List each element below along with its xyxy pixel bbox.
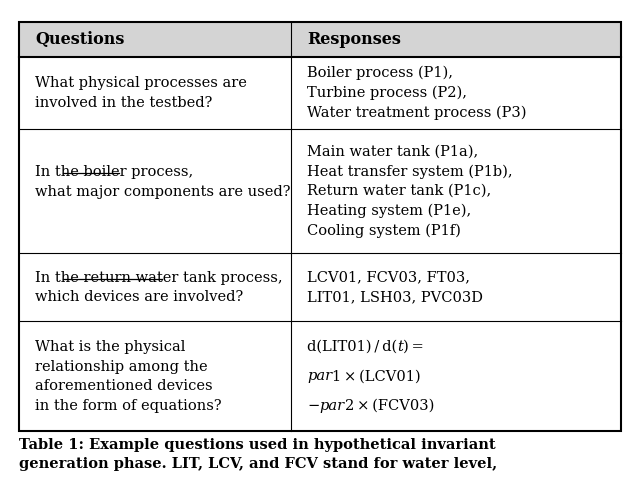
Text: Questions: Questions [35, 31, 125, 48]
Text: Main water tank (P1a),
Heat transfer system (P1b),
Return water tank (P1c),
Heat: Main water tank (P1a), Heat transfer sys… [307, 145, 513, 238]
Bar [19, 22, 621, 57]
Text: −: − [307, 399, 319, 413]
Text: generation phase. LIT, LCV, and FCV stand for water level,: generation phase. LIT, LCV, and FCV stan… [19, 457, 497, 471]
Text: What is the physical
relationship among the
aforementioned devices
in the form o: What is the physical relationship among … [35, 340, 222, 413]
Text: par: par [307, 369, 332, 383]
Text: What physical processes are
involved in the testbed?: What physical processes are involved in … [35, 76, 247, 110]
Text: Example questions used in hypothetical invariant: Example questions used in hypothetical i… [84, 438, 496, 452]
Text: d(LIT01) / d(: d(LIT01) / d( [307, 340, 397, 354]
Text: In the boiler process,
what major components are used?: In the boiler process, what major compon… [35, 165, 291, 199]
Text: Responses: Responses [307, 31, 401, 48]
Text: ) =: ) = [403, 340, 424, 354]
Text: par: par [319, 399, 344, 413]
Text: LCV01, FCV03, FT03,
LIT01, LSH03, PVC03D: LCV01, FCV03, FT03, LIT01, LSH03, PVC03D [307, 271, 483, 304]
Text: In the return water tank process,
which devices are involved?: In the return water tank process, which … [35, 271, 283, 304]
Text: Table 1:: Table 1: [19, 438, 84, 452]
Bar [19, 22, 621, 431]
Text: 2 × (FCV03): 2 × (FCV03) [344, 399, 434, 413]
Text: t: t [397, 340, 403, 354]
Text: 1 × (LCV01): 1 × (LCV01) [332, 369, 421, 383]
Text: Boiler process (P1),
Turbine process (P2),
Water treatment process (P3): Boiler process (P1), Turbine process (P2… [307, 66, 527, 120]
